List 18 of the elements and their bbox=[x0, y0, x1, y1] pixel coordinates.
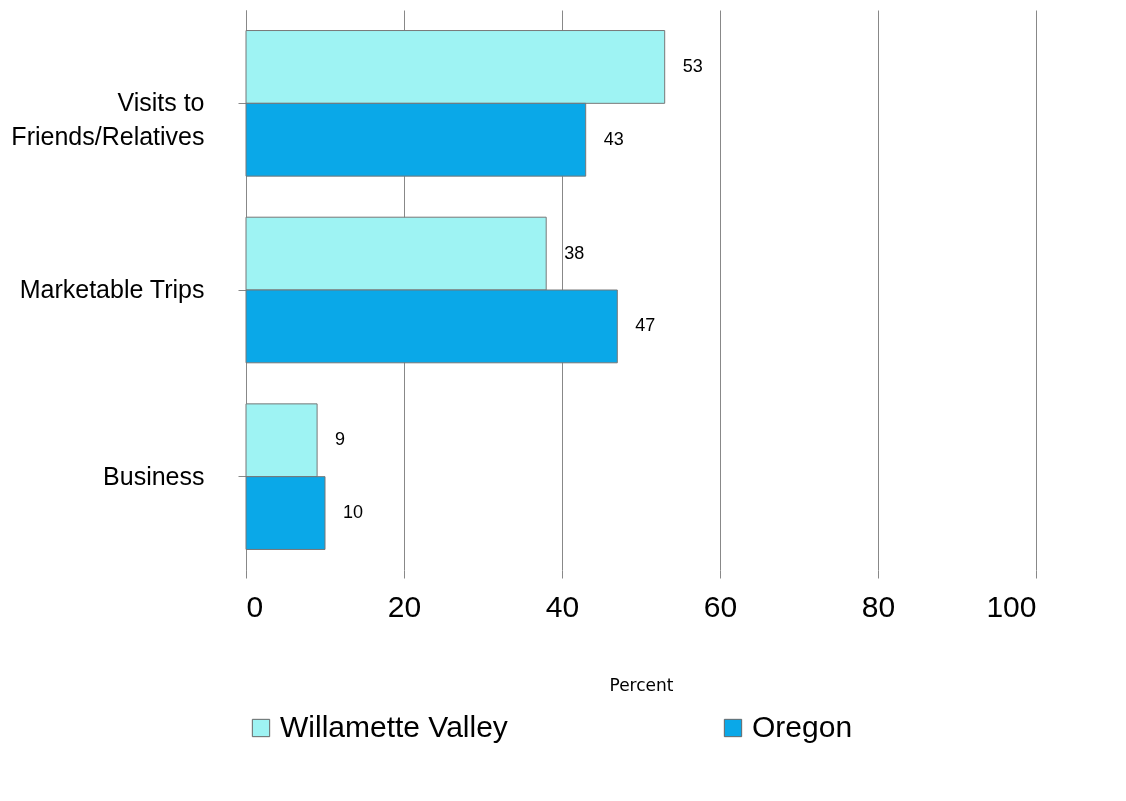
x-tick-label: 40 bbox=[545, 589, 580, 623]
y-tick-label: Marketable Trips bbox=[19, 275, 205, 303]
data-label: 47 bbox=[635, 315, 656, 336]
data-label: 38 bbox=[564, 242, 585, 263]
legend-label: Willamette Valley bbox=[280, 710, 508, 743]
x-tick-label: 20 bbox=[387, 589, 422, 623]
legend-label: Oregon bbox=[752, 710, 853, 743]
y-tick-label: Business bbox=[103, 461, 205, 490]
x-tick-label: 80 bbox=[861, 589, 896, 623]
data-label: 43 bbox=[603, 128, 624, 149]
x-tick-label: 60 bbox=[703, 589, 738, 623]
y-tick-label: Visits to Friends/Relatives bbox=[11, 88, 205, 151]
x-tick-label: 0 bbox=[246, 589, 264, 623]
data-label: 10 bbox=[343, 502, 364, 523]
data-label: 9 bbox=[335, 429, 346, 450]
data-label: 53 bbox=[682, 55, 703, 76]
x-tick-label: 100 bbox=[986, 589, 1037, 623]
x-axis-title: Percent bbox=[609, 674, 674, 695]
